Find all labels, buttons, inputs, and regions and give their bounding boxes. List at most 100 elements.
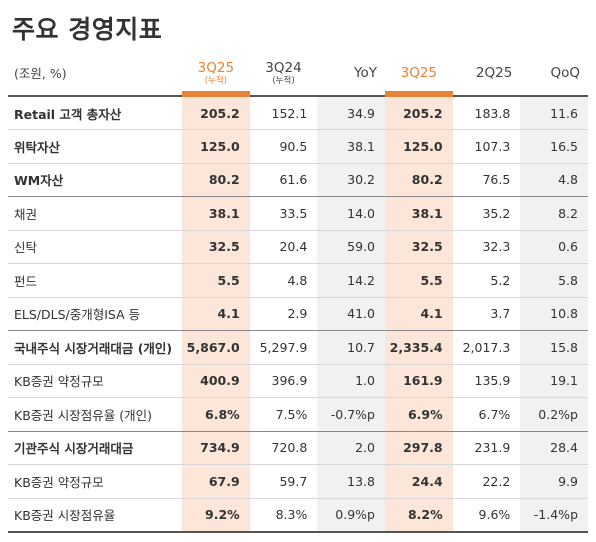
row-label: ELS/DLS/중개형ISA 등	[8, 296, 183, 331]
table-cell: 205.2	[182, 95, 250, 130]
row-label: 신탁	[8, 229, 183, 264]
table-cell: 231.9	[452, 430, 521, 465]
table-cell: 34.9	[317, 95, 385, 130]
table-cell: -1.4%p	[520, 497, 588, 533]
table-cell: 59.7	[249, 464, 318, 498]
row-label: 기관주식 시장거래대금	[8, 430, 183, 465]
table-row: 펀드 5.5 4.8 14.2 5.5 5.2 5.8	[8, 263, 588, 297]
table-cell: 125.0	[182, 129, 250, 163]
row-label: KB증권 약정규모	[8, 363, 183, 398]
table-cell: 14.2	[317, 263, 385, 297]
table-cell: 38.1	[182, 196, 250, 230]
table-cell: 3.7	[452, 296, 521, 331]
table-cell: 10.8	[520, 296, 588, 331]
table-cell: 734.9	[182, 430, 250, 465]
table-cell: 720.8	[249, 430, 318, 465]
column-header: 3Q24 (누적)	[250, 52, 318, 96]
table-cell: 9.6%	[452, 497, 521, 533]
table-cell: 4.8	[249, 263, 318, 297]
table-row: KB증권 시장점유율 (개인) 6.8% 7.5% -0.7%p 6.9% 6.7% 0.2…	[8, 397, 588, 431]
table-cell: 0.6	[520, 229, 588, 264]
row-label: KB증권 시장점유율 (개인)	[8, 397, 183, 431]
table-cell: 4.1	[384, 296, 453, 331]
table-row: 기관주식 시장거래대금 734.9 720.8 2.0 297.8 231.9 28.4	[8, 430, 588, 465]
table-cell: 32.5	[182, 229, 250, 264]
column-header: 3Q25	[384, 52, 453, 97]
table-cell: 28.4	[520, 430, 588, 465]
table-row: ELS/DLS/중개형ISA 등 4.1 2.9 41.0 4.1 3.7 10.8	[8, 296, 588, 331]
table-cell: 107.3	[452, 129, 521, 163]
table-cell: 59.0	[317, 229, 385, 264]
table-cell: 1.0	[317, 363, 385, 398]
table-row: KB증권 시장점유율 9.2% 8.3% 0.9%p 8.2% 9.6% -1.4%p	[8, 497, 588, 533]
table-row: KB증권 약정규모 67.9 59.7 13.8 24.4 22.2 9.9	[8, 464, 588, 498]
table-cell: 2,017.3	[452, 330, 521, 364]
table-cell: 8.3%	[249, 497, 318, 533]
table-cell: 4.1	[182, 296, 250, 331]
row-label: Retail 고객 총자산	[8, 95, 183, 130]
table-cell: 90.5	[249, 129, 318, 163]
table-cell: 135.9	[452, 363, 521, 398]
row-label: KB증권 시장점유율	[8, 497, 183, 533]
table-cell: 32.5	[384, 229, 453, 264]
table-cell: 30.2	[317, 162, 385, 197]
row-label: 채권	[8, 196, 183, 230]
table-row: KB증권 약정규모 400.9 396.9 1.0 161.9 135.9 19.1	[8, 363, 588, 398]
table-cell: 5.5	[384, 263, 453, 297]
column-header-sub: (누적)	[272, 75, 295, 86]
table-cell: 0.9%p	[317, 497, 385, 533]
table-cell: 41.0	[317, 296, 385, 331]
table-cell: 61.6	[249, 162, 318, 197]
column-header-label: 3Q24	[265, 60, 302, 77]
table-cell: 2.9	[249, 296, 318, 331]
table-cell: 8.2%	[384, 497, 453, 533]
column-header-label: 2Q25	[475, 65, 513, 82]
table-cell: 80.2	[384, 162, 453, 197]
column-header-label: 3Q25	[197, 60, 235, 77]
table-row: 신탁 32.5 20.4 59.0 32.5 32.3 0.6	[8, 229, 588, 264]
table-cell: -0.7%p	[317, 397, 385, 431]
row-label: 위탁자산	[8, 129, 183, 163]
table-cell: 4.8	[520, 162, 588, 197]
table-cell: 5.2	[452, 263, 521, 297]
table-cell: 6.9%	[384, 397, 453, 431]
table-cell: 10.7	[317, 330, 385, 364]
table-cell: 13.8	[317, 464, 385, 498]
table-cell: 38.1	[384, 196, 453, 230]
page-title: 주요 경영지표	[12, 15, 163, 44]
table-cell: 32.3	[452, 229, 521, 264]
table-cell: 0.2%p	[520, 397, 588, 431]
table-cell: 6.7%	[452, 397, 521, 431]
column-header: YoY	[317, 52, 385, 96]
table-cell: 205.2	[384, 95, 453, 130]
table-cell: 8.2	[520, 196, 588, 230]
table-cell: 80.2	[182, 162, 250, 197]
column-header: 2Q25	[453, 52, 521, 96]
table-cell: 9.2%	[182, 497, 250, 533]
table-cell: 297.8	[384, 430, 453, 465]
table-cell: 24.4	[384, 464, 453, 498]
key-indicators-table: (조원, %) 3Q25 (누적) 3Q24 (누적) YoY 3Q25 2Q2…	[8, 52, 588, 533]
table-cell: 161.9	[384, 363, 453, 398]
table-header-row: (조원, %) 3Q25 (누적) 3Q24 (누적) YoY 3Q25 2Q2…	[8, 52, 588, 97]
table-row: WM자산 80.2 61.6 30.2 80.2 76.5 4.8	[8, 162, 588, 197]
table-cell: 14.0	[317, 196, 385, 230]
table-cell: 35.2	[452, 196, 521, 230]
table-cell: 9.9	[520, 464, 588, 498]
column-header-sub: (누적)	[204, 75, 227, 86]
column-header: 3Q25 (누적)	[182, 52, 250, 97]
column-header-label: QoQ	[550, 65, 580, 82]
table-cell: 396.9	[249, 363, 318, 398]
table-cell: 67.9	[182, 464, 250, 498]
table-cell: 2,335.4	[384, 330, 453, 364]
table-cell: 5.8	[520, 263, 588, 297]
table-cell: 5,297.9	[249, 330, 318, 364]
table-row: 채권 38.1 33.5 14.0 38.1 35.2 8.2	[8, 196, 588, 230]
row-label: WM자산	[8, 162, 183, 197]
table-cell: 2.0	[317, 430, 385, 465]
table-row: 위탁자산 125.0 90.5 38.1 125.0 107.3 16.5	[8, 129, 588, 163]
table-cell: 20.4	[249, 229, 318, 264]
column-header: QoQ	[520, 52, 588, 96]
table-cell: 152.1	[249, 95, 318, 130]
table-cell: 15.8	[520, 330, 588, 364]
